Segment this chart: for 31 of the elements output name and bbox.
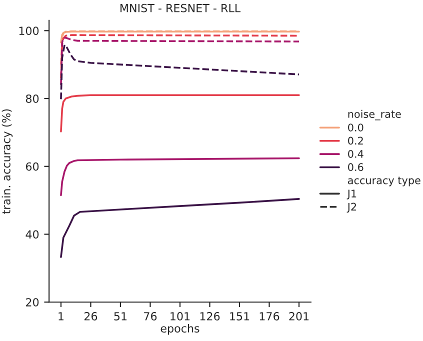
y-tick-label: 20: [26, 298, 39, 307]
chart-title: MNIST - RESNET - RLL: [120, 4, 241, 12]
x-tick-label: 151: [230, 312, 250, 320]
x-tick-label: 126: [200, 312, 220, 320]
text: J1: [346, 190, 356, 200]
x-tick-label: 176: [260, 312, 280, 320]
line-series: [60, 36, 300, 86]
legend-title: noise_rate: [348, 110, 401, 120]
y-axis-title: train. accuracy (%): [2, 109, 13, 214]
legend-label: 0.2: [348, 136, 363, 145]
x-tick-label: 26: [84, 312, 98, 320]
x-tick-label: 101: [170, 312, 190, 320]
x-tick-label: 1: [58, 312, 64, 320]
x-tick-label: 201: [289, 312, 309, 320]
line-series: [60, 34, 300, 80]
y-tick-label: 80: [26, 94, 39, 103]
legend-label: 0.4: [348, 150, 364, 158]
line-series: [60, 94, 300, 132]
y-tick-label: 60: [26, 162, 39, 171]
y-tick-label: 40: [26, 230, 39, 239]
line-series: [60, 44, 300, 100]
x-axis-title: epochs: [160, 324, 200, 335]
text: accuracy type: [348, 176, 420, 186]
legend-label: 0.0: [348, 124, 364, 132]
line-series: [60, 157, 300, 196]
x-tick-label: 76: [144, 312, 157, 320]
text: J2: [346, 202, 356, 213]
legend-label: 0.6: [348, 163, 364, 172]
y-tick-label: 100: [19, 26, 39, 36]
x-tick-label: 51: [114, 312, 127, 320]
line-series: [60, 198, 300, 258]
